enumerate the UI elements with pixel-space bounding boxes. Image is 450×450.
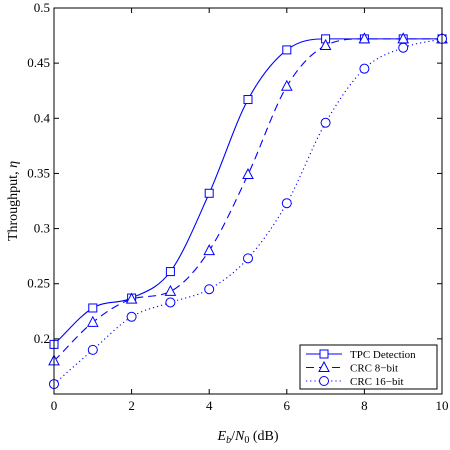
data-point [204,188,214,198]
y-tick-label: 0.4 [34,110,51,125]
x-axis-label: Eb/N0 (dB) [217,429,279,446]
series-layer [48,32,448,390]
data-point [204,284,215,295]
series-line [53,38,443,385]
data-point [165,267,175,277]
data-point [243,95,253,105]
data-point [203,244,216,256]
data-point [280,79,293,91]
data-point [282,45,292,55]
y-tick-label: 0.2 [34,331,50,346]
axis-labels: Eb/N0 (dB) Throughput, η [6,161,279,446]
x-tick-label: 8 [361,398,368,413]
data-point [88,303,98,313]
x-tick-label: 4 [206,398,213,413]
series-line [53,38,442,362]
data-point [164,284,177,296]
data-point [281,198,292,209]
data-point [359,63,370,74]
data-point [125,292,138,304]
data-point [87,344,98,355]
data-point [242,167,254,180]
x-tick-label: 2 [128,398,135,413]
legend-label: CRC 16−bit [350,376,404,388]
y-tick-label: 0.25 [27,276,50,291]
data-point [319,38,332,50]
data-point [398,42,409,53]
legend-marker [318,360,330,372]
legend-label: CRC 8−bit [350,363,398,375]
y-tick-label: 0.45 [27,55,50,70]
x-tick-label: 0 [51,398,58,413]
data-point [243,253,253,264]
legend-marker [319,376,329,386]
data-point [126,311,137,322]
y-axis-label: Throughput, η [6,161,21,241]
x-tick-label: 10 [436,398,449,413]
plot-frame [53,7,443,395]
y-tick-label: 0.35 [27,165,50,180]
y-tick-label: 0.3 [34,221,50,236]
ticks-layer: 0 2 4 6 8 10 0.2 0.25 0.3 0.35 0.4 0.45 0.5 [27,0,448,413]
x-tick-label: 6 [284,398,291,413]
legend-marker [319,349,329,359]
data-point [165,297,176,308]
data-point [320,117,331,128]
legend-label: TPC Detection [350,349,416,361]
data-point [358,32,371,44]
data-point [86,315,99,327]
plot-area [54,8,442,394]
y-tick-label: 0.5 [34,0,50,15]
